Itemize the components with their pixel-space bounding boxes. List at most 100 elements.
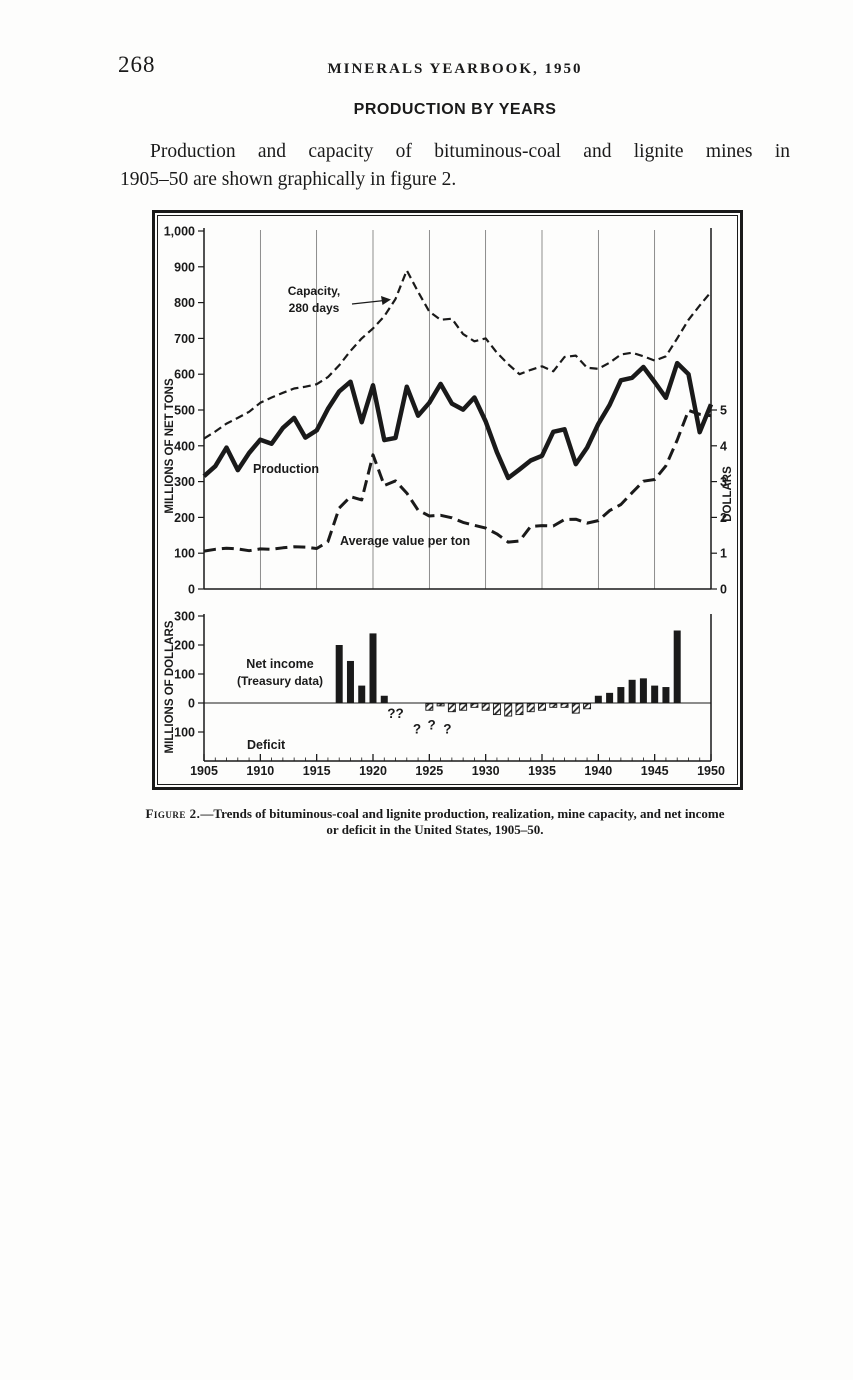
net-income-bar-1940 (594, 695, 602, 703)
svg-text:1,000: 1,000 (164, 225, 195, 239)
figure-caption-text: —Trends of bituminous-coal and lignite p… (200, 806, 725, 821)
svg-text:1: 1 (720, 547, 727, 561)
net-income-bar-1945 (651, 685, 659, 703)
net-income-bar-1943 (628, 679, 636, 703)
figure-caption-line-2: or deficit in the United States, 1905–50… (326, 821, 544, 837)
svg-text:100: 100 (174, 547, 195, 561)
deficit-bar-1929 (470, 703, 479, 708)
svg-text:1930: 1930 (472, 764, 500, 778)
paragraph-line-1: Production and capacity of bituminous-co… (150, 141, 790, 162)
svg-text:MILLIONS OF DOLLARS: MILLIONS OF DOLLARS (164, 620, 176, 753)
svg-text:?: ? (427, 718, 435, 733)
svg-text:Production: Production (253, 462, 319, 476)
svg-text:MILLIONS OF NET TONS: MILLIONS OF NET TONS (164, 378, 176, 514)
deficit-bar-1932 (504, 703, 513, 717)
deficit-bar-1938 (571, 703, 580, 714)
deficit-bar-1928 (459, 703, 468, 711)
svg-text:Net income: Net income (246, 657, 313, 671)
svg-text:??: ?? (387, 706, 404, 721)
svg-text:1935: 1935 (528, 764, 556, 778)
deficit-bar-1939 (583, 703, 592, 710)
figure-2-inner-frame: 0 100 200 300 400 500 600 700 800 900 1,000 0 1 2 3 4 5 M… (157, 215, 738, 785)
svg-text:100: 100 (174, 726, 195, 740)
deficit-bar-1936 (549, 703, 558, 708)
svg-text:Average value per ton: Average value per ton (340, 534, 470, 548)
top-chart-gridlines (259, 230, 656, 589)
svg-text:1920: 1920 (359, 764, 387, 778)
svg-text:0: 0 (188, 697, 195, 711)
net-income-deficit-bars (335, 630, 681, 717)
svg-text:600: 600 (174, 368, 195, 382)
deficit-bar-1927 (447, 703, 456, 713)
capacity-arrowhead (381, 296, 391, 305)
bottom-chart-labels: Net income (Treasury data) Deficit (237, 657, 323, 752)
svg-text:0: 0 (188, 583, 195, 597)
svg-text:?: ? (413, 721, 421, 736)
figure-caption-line-1: Figure 2.—Trends of bituminous-coal and … (105, 806, 765, 822)
svg-text:1910: 1910 (246, 764, 274, 778)
net-income-bar-1944 (639, 678, 647, 703)
top-chart-labels: Capacity, 280 days Production Average value… (253, 284, 470, 548)
svg-text:1950: 1950 (697, 764, 725, 778)
deficit-bar-1933 (515, 703, 524, 716)
capacity-280-days-line (203, 269, 712, 440)
net-income-bar-1920 (369, 633, 377, 703)
svg-text:900: 900 (174, 260, 195, 274)
svg-text:DOLLARS: DOLLARS (722, 466, 734, 522)
deficit-bar-1931 (492, 703, 501, 716)
svg-text:100: 100 (174, 668, 195, 682)
svg-text:1905: 1905 (190, 764, 218, 778)
svg-text:280 days: 280 days (289, 301, 340, 315)
svg-text:200: 200 (174, 511, 195, 525)
svg-text:5: 5 (720, 404, 727, 418)
top-chart-series (202, 269, 714, 553)
average-value-per-ton-line (203, 408, 712, 553)
deficit-bar-1925 (425, 703, 434, 711)
svg-text:Capacity,: Capacity, (288, 284, 340, 298)
body-paragraph: Production and capacity of bituminous-co… (120, 138, 790, 194)
svg-text:300: 300 (174, 475, 195, 489)
svg-text:800: 800 (174, 296, 195, 310)
deficit-bar-1934 (526, 703, 535, 713)
net-income-bar-1921 (380, 695, 388, 703)
running-head: MINERALS YEARBOOK, 1950 (327, 61, 583, 77)
svg-text:4: 4 (720, 439, 727, 453)
svg-text:Deficit: Deficit (247, 738, 286, 752)
svg-text:0: 0 (720, 583, 727, 597)
svg-text:1945: 1945 (641, 764, 669, 778)
net-income-bar-1917 (335, 645, 343, 703)
net-income-bar-1942 (617, 687, 625, 703)
deficit-bar-1937 (560, 703, 569, 708)
svg-text:400: 400 (174, 439, 195, 453)
figure-caption: Figure 2.—Trends of bituminous-coal and … (105, 806, 765, 837)
net-income-bar-1947 (673, 630, 681, 703)
net-income-bar-1941 (606, 692, 614, 703)
svg-text:?: ? (443, 721, 451, 736)
page-number: 268 (118, 52, 156, 77)
svg-text:2: 2 (720, 511, 727, 525)
svg-text:200: 200 (174, 639, 195, 653)
net-income-bar-1946 (662, 687, 670, 703)
net-income-bar-1919 (358, 685, 366, 703)
svg-text:700: 700 (174, 332, 195, 346)
svg-text:300: 300 (174, 610, 195, 624)
svg-text:500: 500 (174, 404, 195, 418)
figure-caption-prefix: Figure 2. (145, 806, 201, 821)
section-heading: PRODUCTION BY YEARS (353, 101, 557, 118)
bottom-chart-axes: 300 200 100 0 100 1905 1910 1915 1920 1925 1930 193… (164, 610, 725, 779)
deficit-bar-1935 (538, 703, 546, 711)
figure-2-chart: 0 100 200 300 400 500 600 700 800 900 1,000 0 1 2 3 4 5 M… (164, 225, 734, 779)
svg-text:1925: 1925 (415, 764, 443, 778)
figure-2-frame: 0 100 200 300 400 500 600 700 800 900 1,000 0 1 2 3 4 5 M… (152, 210, 743, 790)
deficit-bar-1926 (436, 703, 445, 707)
svg-text:(Treasury data): (Treasury data) (237, 674, 323, 688)
deficit-bar-1930 (481, 703, 490, 711)
net-income-bar-1918 (346, 660, 354, 703)
bottom-chart-annotations: ????? (387, 706, 451, 736)
svg-text:3: 3 (720, 475, 727, 489)
svg-text:1915: 1915 (303, 764, 331, 778)
svg-text:1940: 1940 (584, 764, 612, 778)
capacity-arrow (351, 299, 385, 305)
production-line (202, 360, 714, 481)
